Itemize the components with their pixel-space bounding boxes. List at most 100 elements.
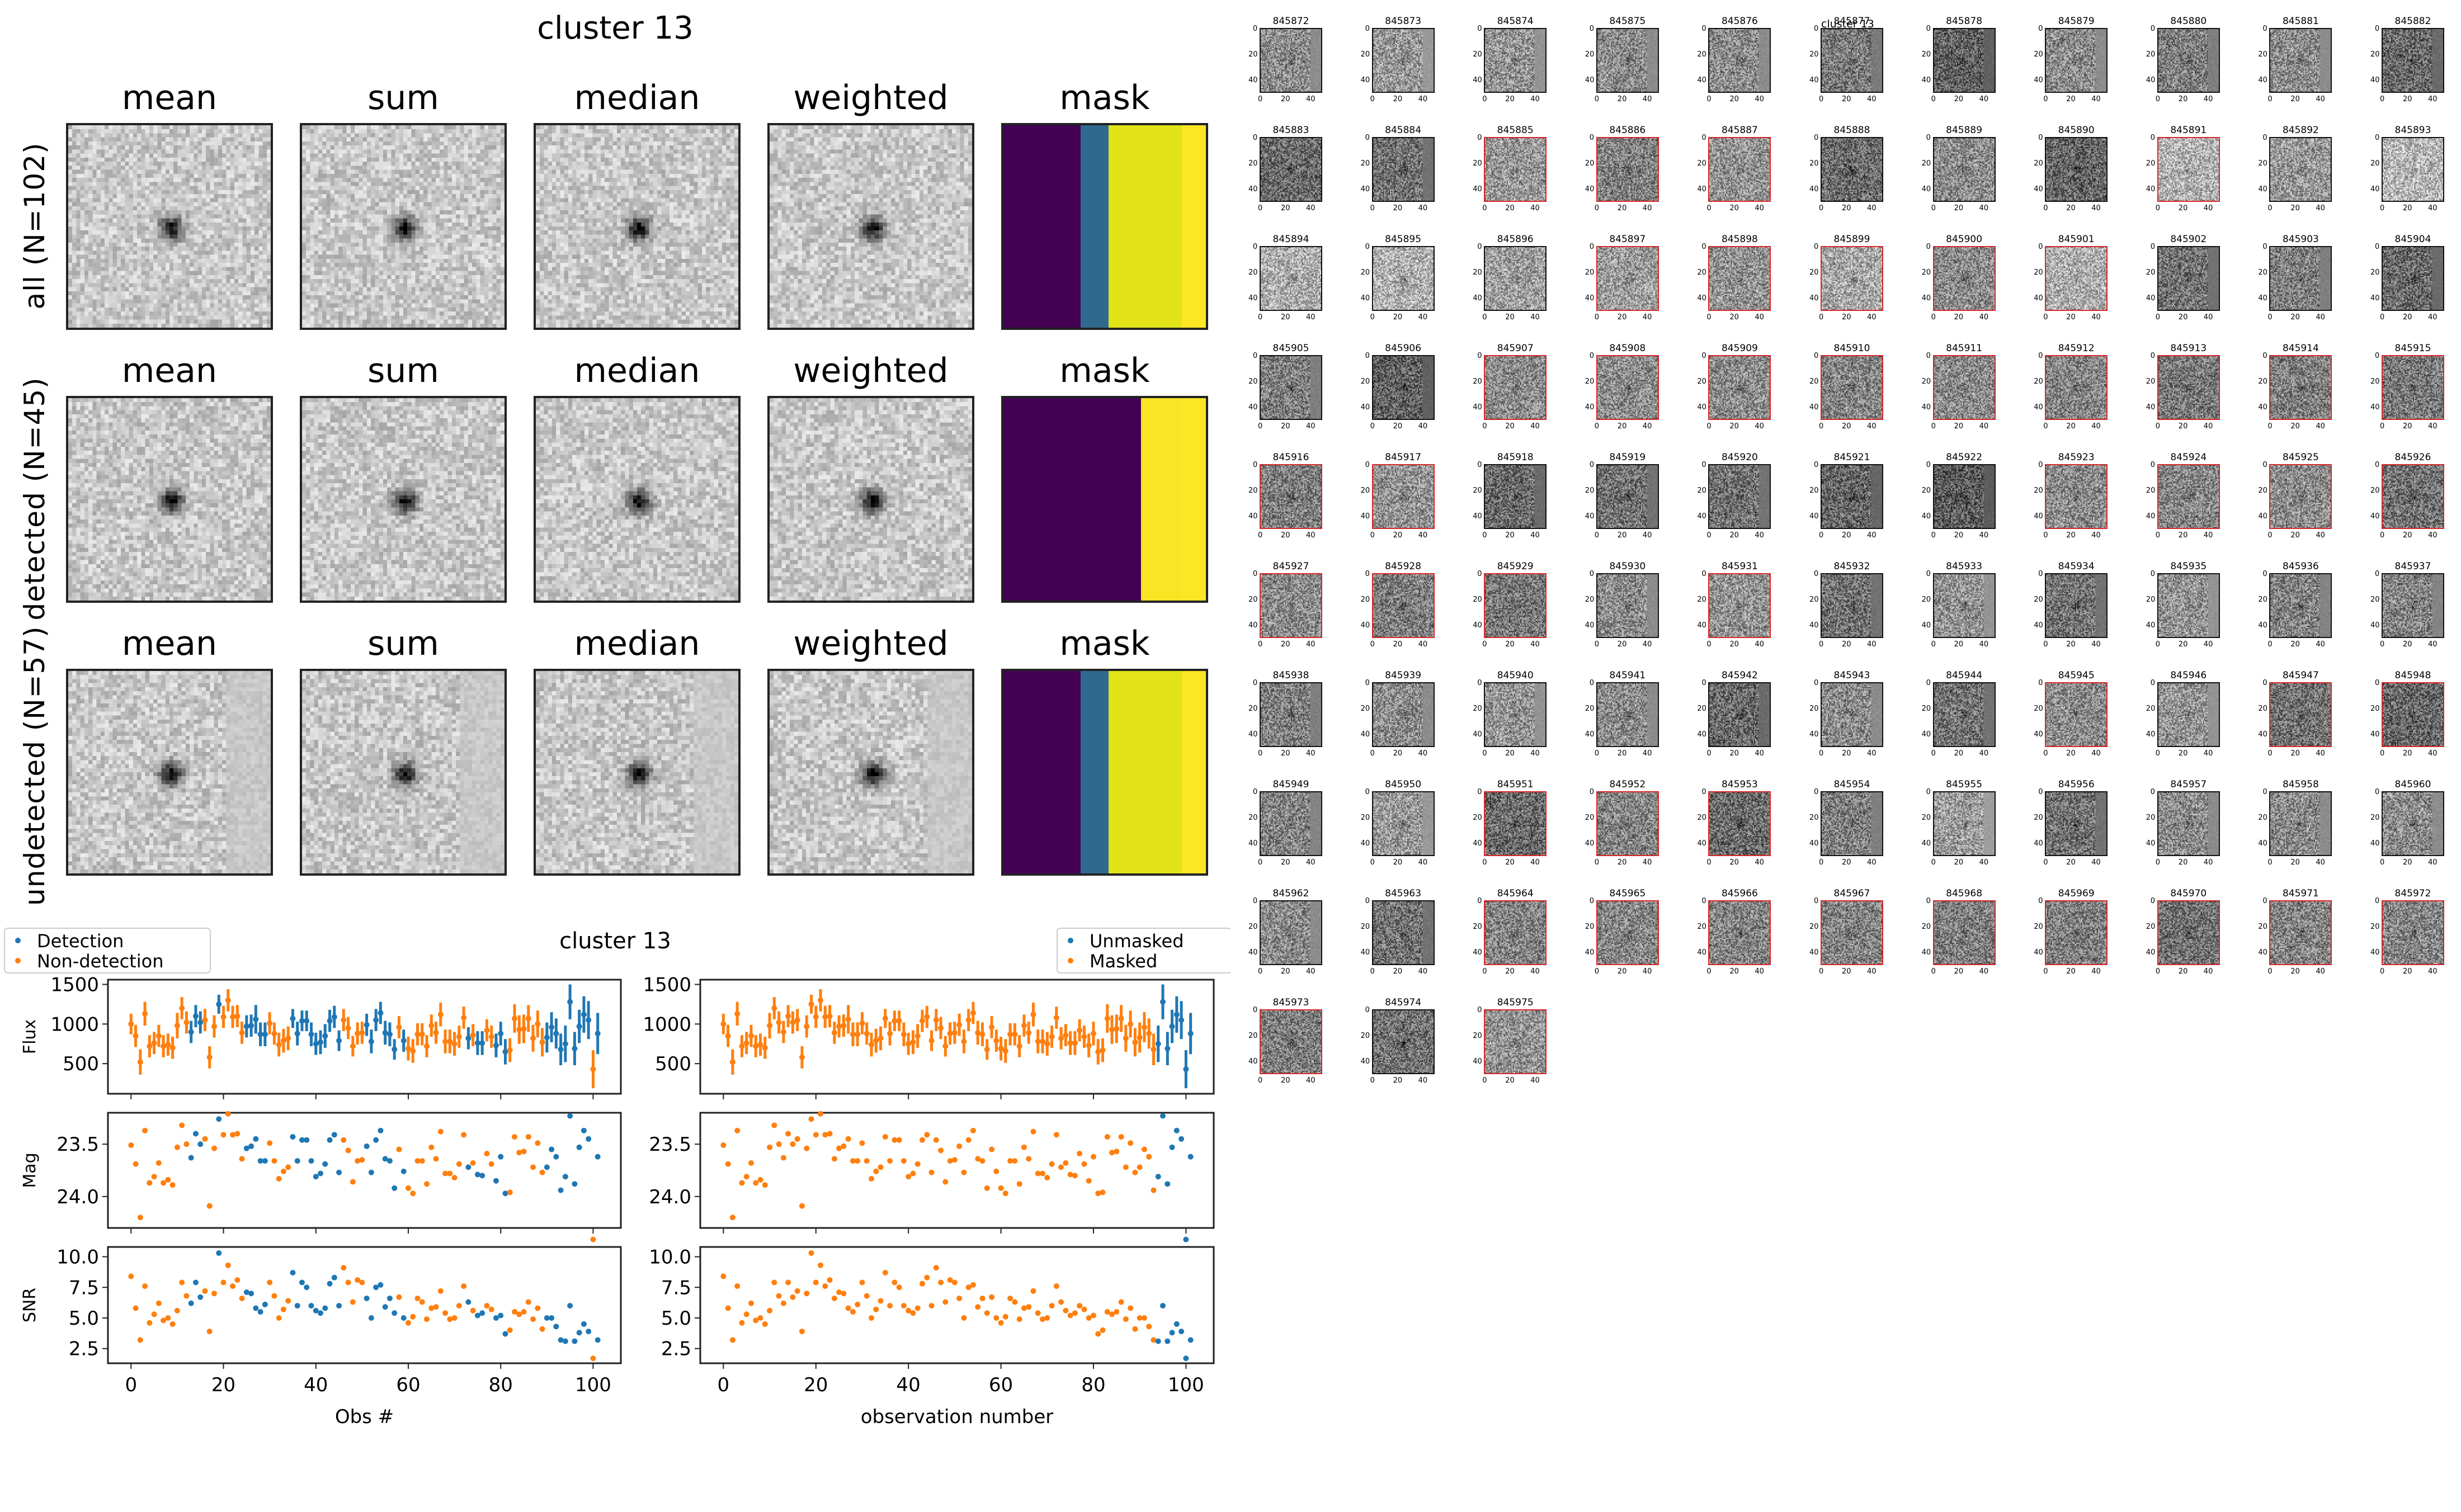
data-point [179, 1122, 185, 1128]
data-point [836, 1023, 842, 1029]
thumbnail-image [1821, 682, 1883, 747]
thumbnail-y-tick: 0 [1253, 897, 1258, 905]
thumbnail-x-tick: 0 [2267, 95, 2273, 103]
data-point [734, 1010, 741, 1017]
data-point [202, 1288, 208, 1294]
data-point [1160, 1113, 1166, 1119]
data-point [1016, 1043, 1022, 1049]
stack-row-label: detected (N=45) [18, 377, 51, 621]
y-tick-label: 500 [655, 1053, 691, 1075]
thumbnail-y-tick: 0 [1477, 570, 1482, 578]
thumbnail-id: 845885 [1497, 125, 1534, 136]
thumbnail-image-flagged [2269, 464, 2332, 529]
thumbnail-y-tick: 40 [1360, 730, 1370, 739]
data-point [498, 1312, 504, 1319]
data-point [368, 1315, 374, 1321]
data-point [507, 1047, 513, 1053]
data-point [586, 1329, 592, 1335]
thumbnail-y-tick: 20 [1809, 50, 1819, 59]
data-point [882, 1269, 888, 1275]
thumbnail-image [1371, 791, 1435, 856]
thumbnail-x-tick: 40 [1979, 95, 1989, 103]
thumbnail-y-tick: 20 [1360, 814, 1370, 822]
data-point [808, 1116, 814, 1122]
data-point [507, 1189, 513, 1196]
data-point [386, 1158, 393, 1164]
thumbnail-y-tick: 40 [1809, 185, 1819, 193]
thumbnail-y-tick: 20 [2034, 268, 2043, 277]
data-point [804, 1291, 810, 1297]
thumbnail-image [1371, 355, 1435, 420]
data-point [400, 1315, 407, 1321]
data-point [841, 1291, 847, 1297]
data-point [1178, 1017, 1185, 1023]
data-point [938, 1279, 944, 1286]
thumbnail-id: 845943 [1833, 670, 1870, 681]
thumbnail-id: 845941 [1609, 670, 1646, 681]
data-point [216, 1001, 222, 1007]
thumbnail-y-tick: 20 [2034, 50, 2043, 59]
thumbnail-x-tick: 0 [1931, 313, 1936, 322]
thumbnail-x-tick: 40 [1867, 967, 1877, 976]
thumbnail-image-flagged [2045, 464, 2108, 529]
data-point [290, 1015, 296, 1022]
thumbnail-x-tick: 20 [2290, 531, 2300, 540]
thumbnail-y-tick: 40 [1809, 76, 1819, 84]
data-point [1016, 1316, 1022, 1322]
data-point [979, 1031, 986, 1037]
data-point [1187, 1031, 1194, 1037]
data-point [1146, 1324, 1152, 1330]
thumbnail-y-tick: 20 [2034, 923, 2043, 931]
thumbnail-id: 845973 [1272, 997, 1309, 1008]
thumbnail-x-tick: 0 [2155, 640, 2161, 649]
thumbnail-y-tick: 0 [1926, 134, 1931, 142]
thumbnail-y-tick: 0 [1589, 25, 1595, 33]
thumbnail-x-tick: 40 [1755, 967, 1764, 976]
thumbnail-x-tick: 20 [1954, 749, 1964, 758]
thumbnail-image [1260, 682, 1322, 747]
data-point [451, 1175, 458, 1181]
data-point [1090, 1312, 1096, 1319]
data-point [336, 1303, 342, 1309]
data-point [1151, 1046, 1157, 1052]
thumbnail-x-tick: 0 [2380, 858, 2385, 867]
thumbnail-y-tick: 20 [2258, 486, 2267, 495]
data-point [984, 1310, 990, 1316]
thumbnail-y-tick: 20 [2370, 50, 2380, 59]
data-point [474, 1171, 480, 1178]
data-point [1090, 1154, 1096, 1160]
thumbnail-y-tick: 40 [2146, 839, 2156, 848]
mask-segment [1181, 398, 1206, 601]
thumbnail-y-tick: 0 [1365, 461, 1370, 469]
thumbnail-x-tick: 40 [1418, 313, 1428, 322]
data-point [562, 1174, 568, 1180]
data-point [914, 1161, 921, 1167]
axes-frame [107, 1246, 622, 1364]
thumbnail-y-tick: 0 [1365, 679, 1370, 687]
thumbnail-y-tick: 40 [2370, 621, 2380, 630]
legend-detection [4, 928, 211, 974]
legend-label: Non-detection [37, 951, 163, 972]
thumbnail-x-tick: 0 [2155, 531, 2161, 540]
data-point [253, 1305, 259, 1311]
data-point [572, 1181, 578, 1187]
data-point [1016, 1181, 1022, 1187]
thumbnail-x-tick: 20 [1729, 749, 1739, 758]
data-point [234, 1131, 241, 1137]
data-point [1114, 1026, 1120, 1032]
thumbnail-y-tick: 0 [1477, 25, 1482, 33]
stack-column-title: sum [367, 351, 439, 390]
data-point [873, 1168, 879, 1174]
thumbnail-image-flagged [2045, 900, 2108, 965]
data-point [989, 1146, 995, 1152]
thumbnail-id: 845882 [2394, 16, 2431, 27]
data-point [502, 1331, 508, 1337]
thumbnail-y-tick: 20 [1697, 50, 1706, 59]
data-point [558, 1337, 564, 1343]
data-point [590, 1066, 596, 1072]
data-point [345, 1147, 351, 1154]
thumbnail-y-tick: 40 [2258, 512, 2267, 521]
data-point [461, 1132, 467, 1138]
data-point [1137, 1315, 1143, 1321]
stack-column-title: median [574, 624, 700, 663]
